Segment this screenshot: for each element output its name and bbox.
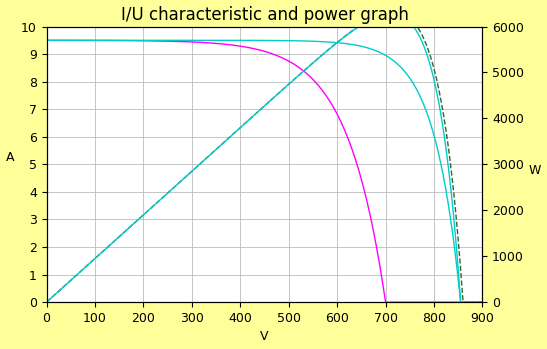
Y-axis label: A: A: [5, 151, 14, 164]
Title: I/U characteristic and power graph: I/U characteristic and power graph: [120, 6, 409, 23]
X-axis label: V: V: [260, 331, 269, 343]
Y-axis label: W: W: [529, 164, 542, 177]
